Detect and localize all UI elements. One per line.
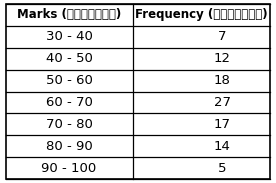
Text: 27: 27	[214, 96, 231, 109]
Text: 14: 14	[214, 140, 231, 153]
Text: 18: 18	[214, 74, 231, 87]
Text: 90 - 100: 90 - 100	[41, 162, 97, 175]
Text: 17: 17	[214, 118, 231, 131]
Text: 80 - 90: 80 - 90	[46, 140, 92, 153]
Text: Frequency (ആവൃത്തി): Frequency (ആവൃത്തി)	[135, 8, 268, 21]
Text: 12: 12	[214, 52, 231, 65]
Text: 7: 7	[218, 30, 227, 43]
Text: 5: 5	[218, 162, 227, 175]
Text: 70 - 80: 70 - 80	[46, 118, 92, 131]
Text: 30 - 40: 30 - 40	[46, 30, 92, 43]
Text: 60 - 70: 60 - 70	[46, 96, 92, 109]
Text: 50 - 60: 50 - 60	[46, 74, 92, 87]
Text: Marks (മാർക്ക്): Marks (മാർക്ക്)	[17, 8, 121, 21]
Text: 40 - 50: 40 - 50	[46, 52, 92, 65]
